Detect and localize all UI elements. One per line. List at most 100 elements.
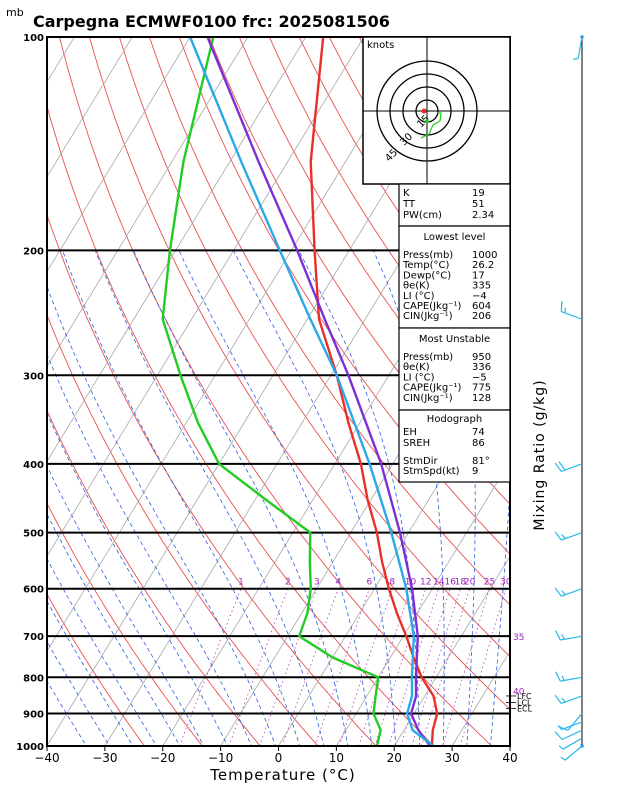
wind-barb-staff [564,745,583,761]
wind-barb-half-feather [560,756,566,761]
mixing-ratio-tick-label: 16 [444,578,456,588]
profiles [161,37,439,746]
temperature-tick-label: 10 [329,751,344,765]
pressure-tick-label: 300 [23,371,44,382]
temperature-tick-label: −20 [150,751,175,765]
pressure-unit: mb [6,6,24,19]
wind-barb-half-feather [561,634,565,640]
dry-adiabat [569,37,618,761]
index-name: PW(cm) [403,210,442,221]
wind-barb-feather [554,462,562,472]
pressure-tick-label: 700 [23,632,44,643]
wind-barb-half-feather [561,697,566,703]
index-name: CIN(Jkg⁻¹) [403,311,453,322]
temperature-tick-label: 20 [387,751,402,765]
isotherms [47,21,618,761]
isotherm [393,555,510,746]
pressure-tick-label: 500 [23,529,44,540]
mixing-ratio-line [411,588,461,746]
wind-barb-staff [567,713,583,731]
temperature-tick-label: −40 [34,751,59,765]
wind-barb-feather [558,461,566,471]
index-value: 775 [472,383,491,394]
index-value: 335 [472,281,491,292]
virtual-parcel-line [188,37,435,746]
wind-barb-staff [561,695,583,705]
index-value: 604 [472,301,491,312]
index-name: CIN(Jkg⁻¹) [403,393,453,404]
mixing-ratio-axis-label: Mixing Ratio (g/kg) [532,379,548,530]
index-value: 206 [472,311,491,322]
wind-barb-staff [561,588,583,597]
mixing-ratio-line [400,588,451,746]
dry-adiabat [47,502,203,746]
mixing-ratio-lines [179,588,507,746]
hodograph-point [425,119,429,123]
temperature-line [309,37,439,746]
index-name: Press(mb) [403,352,453,363]
index-value: 128 [472,393,491,404]
index-value: 950 [472,352,491,363]
wind-barb-feather [554,731,563,740]
pressure-tick-label: 1000 [16,742,44,753]
index-value: 86 [472,438,485,449]
isotherm [559,21,618,761]
wind-barb-half-feather [561,675,565,681]
index-name: TT [402,199,416,210]
wind-barb-half-feather [561,534,566,540]
pressure-tick-label: 100 [23,33,44,44]
pressure-tick-label: 400 [23,460,44,471]
indices-table: K 19 TT 51 PW(cm) 2.34 Lowest level Press(mb) 10… [398,183,511,483]
index-value: 81° [472,456,490,467]
index-name: K [403,188,410,199]
theta-e-label: 35 [513,633,524,643]
indices-box [398,183,511,227]
isotherm [47,37,133,178]
dry-adiabat [118,37,510,658]
wind-barb [572,36,583,60]
moist-adiabat [47,513,181,746]
wind-barb [555,671,583,682]
moist-adiabat [47,680,87,746]
wind-barb-feather [554,587,562,597]
dry-adiabat [599,37,618,761]
index-name: θe(K) [403,362,430,373]
wind-barb [554,531,583,541]
wind-barb [554,694,583,705]
wind-barb-staff [561,463,583,472]
dry-adiabat [539,37,618,761]
indices-box [398,409,511,483]
index-value: 336 [472,362,491,373]
mixing-ratio-line [281,588,339,746]
index-value: 17 [472,270,485,281]
index-value: −4 [472,291,487,302]
isotherm [47,37,307,463]
index-name: SREH [403,438,430,449]
dry-adiabat [148,37,510,606]
dry-adiabat [47,213,377,746]
wind-barb-staff [561,532,583,541]
wind-barb-half-feather [558,745,564,750]
mixing-ratio-tick-label: 30 [500,578,512,588]
lcl-label: ECL [517,704,533,713]
index-value: 1000 [472,250,497,261]
moist-adiabat [133,250,349,746]
temperature-tick-label: −30 [92,751,117,765]
wind-barb-half-feather [572,58,579,60]
moist-adiabat [47,465,205,746]
index-name: LI (°C) [403,372,435,383]
indices-box [398,225,511,329]
wind-barb-feather [555,630,561,641]
theta-e-label: 40 [513,687,525,697]
mixing-ratio-tick-label: 6 [367,578,373,588]
index-name: Temp(°C) [402,260,450,271]
dry-adiabat [47,313,319,746]
index-name: EH [403,427,417,438]
index-name: LI (°C) [403,291,435,302]
wind-barb-feather [558,725,569,731]
mixing-ratio-line [314,588,370,746]
mixing-ratio-tick-label: 20 [464,578,476,588]
temperature-tick-label: 0 [275,751,283,765]
index-name: Press(mb) [403,250,453,261]
